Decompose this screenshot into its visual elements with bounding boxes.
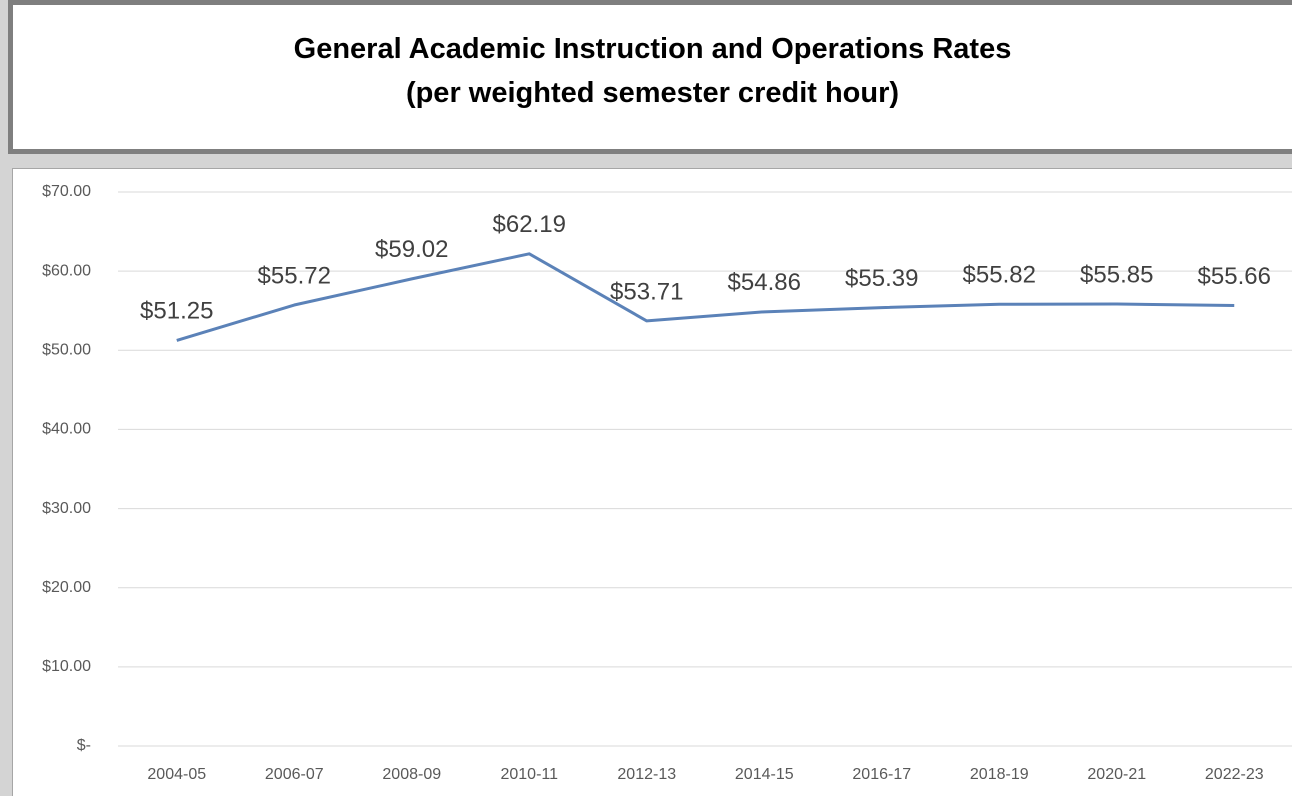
data-label: $55.39 (845, 265, 918, 292)
x-tick-label: 2018-19 (970, 766, 1029, 783)
x-tick-label: 2022-23 (1205, 766, 1264, 783)
x-tick-label: 2012-13 (617, 766, 676, 783)
y-tick-label: $20.00 (42, 579, 91, 596)
x-tick-label: 2006-07 (265, 766, 324, 783)
data-label: $62.19 (493, 211, 566, 238)
data-label: $55.82 (963, 262, 1036, 289)
data-label: $54.86 (728, 269, 801, 296)
chart-subtitle: (per weighted semester credit hour) (405, 77, 900, 109)
x-tick-label: 2020-21 (1087, 766, 1146, 783)
x-tick-label: 2016-17 (852, 766, 911, 783)
y-tick-label: $30.00 (42, 500, 91, 517)
chart: $- $10.00 $20.00 $30.00 $40.00 $50.00 $60.00 $7… (12, 168, 1292, 796)
x-tick-label: 2010-11 (500, 766, 558, 783)
data-label: $59.02 (375, 236, 448, 263)
data-label: $53.71 (610, 278, 683, 305)
y-tick-label: $40.00 (42, 421, 91, 438)
x-tick-label: 2004-05 (147, 766, 206, 783)
y-tick-label: $50.00 (42, 342, 91, 359)
data-label: $51.25 (140, 298, 213, 325)
data-label: $55.72 (258, 262, 331, 289)
y-tick-label: $70.00 (42, 183, 91, 200)
x-tick-label: 2008-09 (382, 766, 441, 783)
y-tick-label: $- (77, 737, 91, 754)
data-label: $55.85 (1080, 261, 1153, 288)
y-tick-label: $10.00 (42, 658, 91, 675)
data-line (176, 252, 1235, 342)
x-tick-label: 2014-15 (735, 766, 794, 783)
y-tick-label: $60.00 (42, 262, 91, 279)
title-box: General Academic Instruction and Operati… (8, 0, 1292, 154)
chart-title: General Academic Instruction and Operati… (293, 33, 1012, 65)
data-label: $55.66 (1198, 263, 1271, 290)
